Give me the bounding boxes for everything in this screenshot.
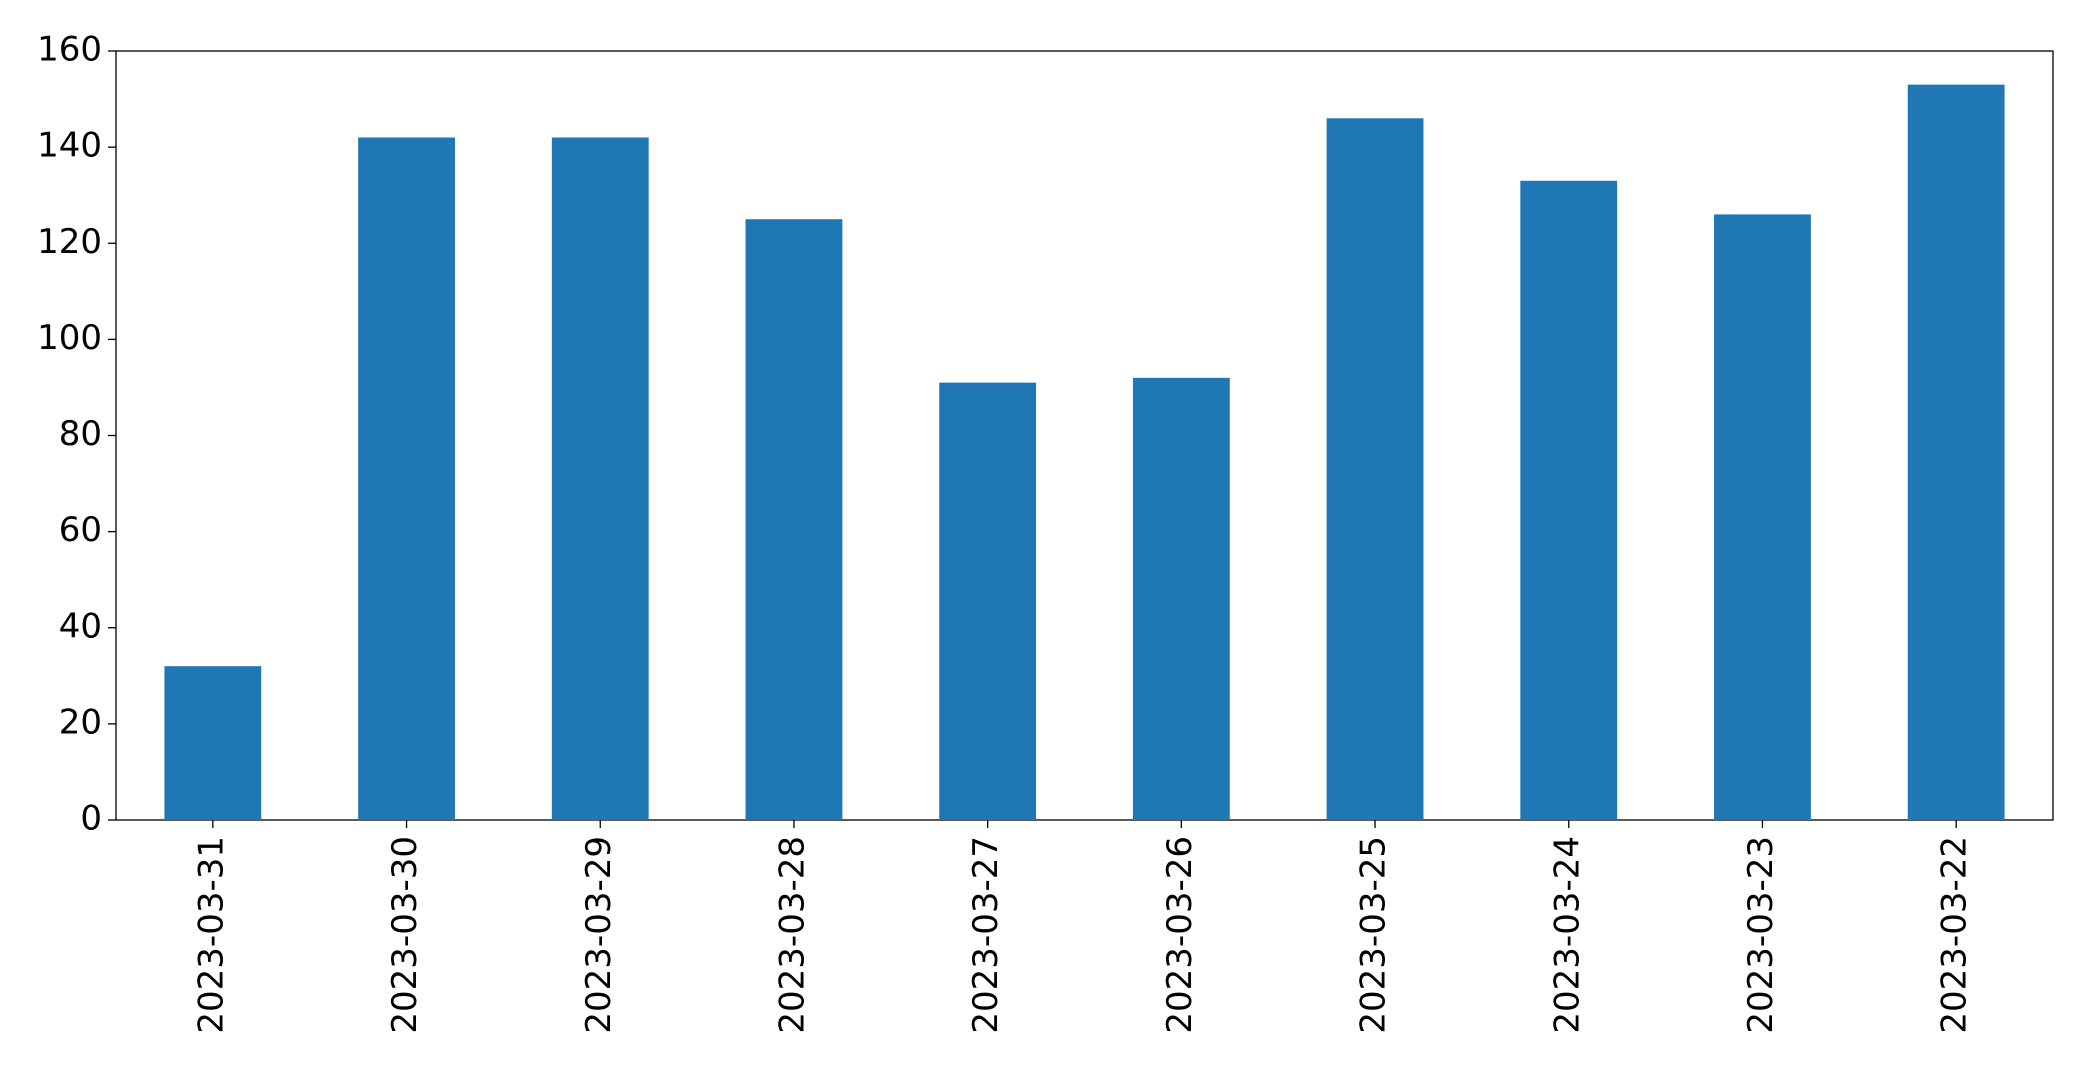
x-tick-label: 2023-03-22 [1935, 836, 1975, 1034]
bar [1132, 377, 1230, 820]
bar [1520, 180, 1618, 821]
bar [551, 137, 649, 820]
y-tick-label: 0 [80, 799, 102, 839]
y-tick-label: 160 [37, 30, 102, 70]
bar [1907, 84, 2005, 821]
bar [745, 219, 843, 820]
x-tick-label: 2023-03-31 [191, 836, 231, 1034]
y-tick-label: 140 [37, 126, 102, 166]
y-tick-label: 40 [59, 606, 102, 646]
y-tick-label: 20 [59, 702, 102, 742]
y-tick-label: 120 [37, 222, 102, 262]
x-tick-label: 2023-03-27 [966, 836, 1006, 1034]
bar [358, 137, 455, 820]
x-tick-label: 2023-03-30 [385, 836, 425, 1034]
bar [1326, 118, 1424, 821]
x-tick-label: 2023-03-23 [1741, 836, 1781, 1034]
y-tick-label: 80 [59, 414, 102, 454]
x-tick-label: 2023-03-28 [772, 836, 812, 1034]
x-tick-label: 2023-03-29 [579, 836, 619, 1034]
bar [939, 382, 1037, 820]
x-tick-label: 2023-03-26 [1160, 836, 1200, 1034]
y-tick-label: 60 [59, 510, 102, 550]
bar [164, 666, 262, 820]
bar [1714, 214, 1811, 821]
y-tick-label: 100 [37, 318, 102, 358]
x-tick-label: 2023-03-24 [1547, 836, 1587, 1034]
x-tick-label: 2023-03-25 [1354, 836, 1394, 1034]
